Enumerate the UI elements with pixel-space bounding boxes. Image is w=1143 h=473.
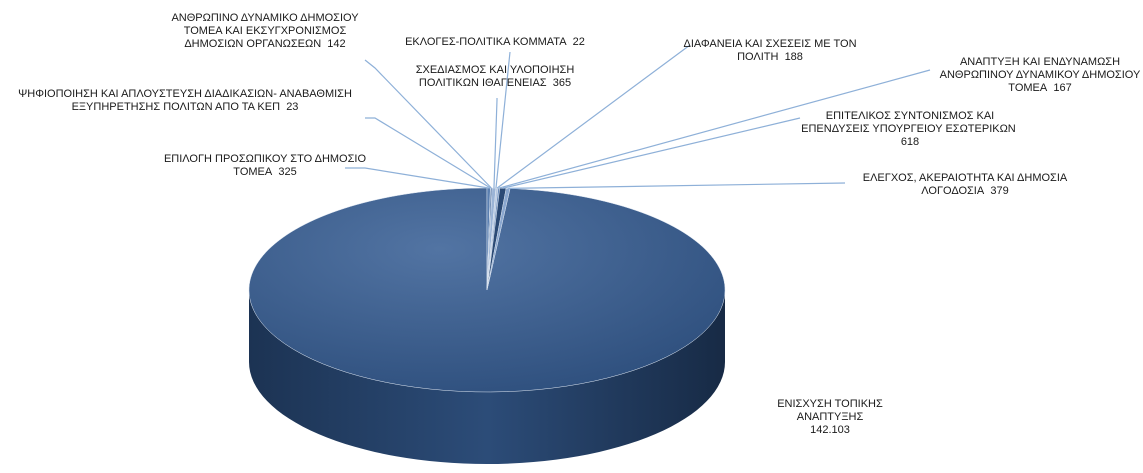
category-label: ΕΚΛΟΓΕΣ-ΠΟΛΙΤΙΚΑ ΚΟΜΜΑΤΑ [405,36,567,48]
category-label: ΕΠΙΤΕΛΙΚΟΣ ΣΥΝΤΟΝΙΣΜΟΣ ΚΑΙ ΕΠΕΝΔΥΣΕΙΣ ΥΠ… [801,110,1016,135]
leader-line [493,98,498,189]
category-label: ΣΧΕΔΙΑΣΜΟΣ ΚΑΙ ΥΛΟΠΟΙΗΣΗ ΠΟΛΙΤΙΚΩΝ ΙΘΑΓΕ… [415,64,575,89]
value-label: 325 [278,166,297,178]
leader-line [345,167,489,189]
leader-line [364,59,492,189]
pie-side [249,290,725,464]
data-label: ΣΧΕΔΙΑΣΜΟΣ ΚΑΙ ΥΛΟΠΟΙΗΣΗ ΠΟΛΙΤΙΚΩΝ ΙΘΑΓΕ… [395,64,595,90]
data-label: ΕΚΛΟΓΕΣ-ΠΟΛΙΤΙΚΑ ΚΟΜΜΑΤΑ 22 [360,36,630,49]
leader-line [508,182,846,190]
leader-line [498,69,931,189]
category-label: ΕΝΙΣΧΥΣΗ ΤΟΠΙΚΗΣ ΑΝΑΠΤΥΞΗΣ [777,398,883,423]
data-label: ΕΝΙΣΧΥΣΗ ΤΟΠΙΚΗΣ ΑΝΑΠΤΥΞΗΣ 142.103 [775,398,885,437]
data-label: ΕΛΕΓΧΟΣ, ΑΚΕΡΑΙΟΤΗΤΑ ΚΑΙ ΔΗΜΟΣΙΑ ΛΟΓΟΔΟΣ… [850,172,1080,198]
data-label: ΕΠΙΛΟΓΗ ΠΡΟΣΩΠΙΚΟΥ ΣΤΟ ΔΗΜΟΣΙΟ ΤΟΜΕΑ 325 [150,153,380,179]
value-label: 23 [286,101,299,113]
data-label: ΔΙΑΦΑΝΕΙΑ ΚΑΙ ΣΧΕΣΕΙΣ ΜΕ ΤΟΝ ΠΟΛΙΤΗ 188 [670,38,870,64]
value-label: 379 [990,185,1009,197]
data-label: ΑΝΘΡΩΠΙΝΟ ΔΥΝΑΜΙΚΟ ΔΗΜΟΣΙΟΥ ΤΟΜΕΑ ΚΑΙ ΕΚ… [165,12,365,51]
category-label: ΕΠΙΛΟΓΗ ΠΡΟΣΩΠΙΚΟΥ ΣΤΟ ΔΗΜΟΣΙΟ ΤΟΜΕΑ [163,153,367,178]
value-label: 142.103 [810,424,850,436]
leader-line [365,117,491,189]
leader-line [496,44,691,189]
value-label: 365 [552,77,572,89]
value-label: 167 [1053,82,1072,94]
leader-line [502,117,801,189]
value-label: 22 [572,36,585,48]
value-label: 188 [784,51,803,63]
data-label: ΑΝΑΠΤΥΞΗ ΚΑΙ ΕΝΔΥΝΑΜΩΣΗ ΑΝΘΡΩΠΙΝΟΥ ΔΥΝΑΜ… [930,56,1143,95]
data-label: ΕΠΙΤΕΛΙΚΟΣ ΣΥΝΤΟΝΙΣΜΟΣ ΚΑΙ ΕΠΕΝΔΥΣΕΙΣ ΥΠ… [795,110,1025,149]
leader-line [495,51,511,189]
category-label: ΑΝΘΡΩΠΙΝΟ ΔΥΝΑΜΙΚΟ ΔΗΜΟΣΙΟΥ ΤΟΜΕΑ ΚΑΙ ΕΚ… [171,12,359,50]
category-label: ΑΝΑΠΤΥΞΗ ΚΑΙ ΕΝΔΥΝΑΜΩΣΗ ΑΝΘΡΩΠΙΝΟΥ ΔΥΝΑΜ… [939,56,1141,94]
value-label: 142 [327,38,346,50]
category-label: ΨΗΦΙΟΠΟΙΗΣΗ ΚΑΙ ΑΠΛΟΥΣΤΕΥΣΗ ΔΙΑΔΙΚΑΣΙΩΝ-… [18,88,352,113]
category-label: ΕΛΕΓΧΟΣ, ΑΚΕΡΑΙΟΤΗΤΑ ΚΑΙ ΔΗΜΟΣΙΑ ΛΟΓΟΔΟΣ… [862,172,1068,197]
data-label: ΨΗΦΙΟΠΟΙΗΣΗ ΚΑΙ ΑΠΛΟΥΣΤΕΥΣΗ ΔΙΑΔΙΚΑΣΙΩΝ-… [5,88,365,114]
value-label: 618 [900,136,920,148]
category-label: ΔΙΑΦΑΝΕΙΑ ΚΑΙ ΣΧΕΣΕΙΣ ΜΕ ΤΟΝ ΠΟΛΙΤΗ [683,38,857,63]
